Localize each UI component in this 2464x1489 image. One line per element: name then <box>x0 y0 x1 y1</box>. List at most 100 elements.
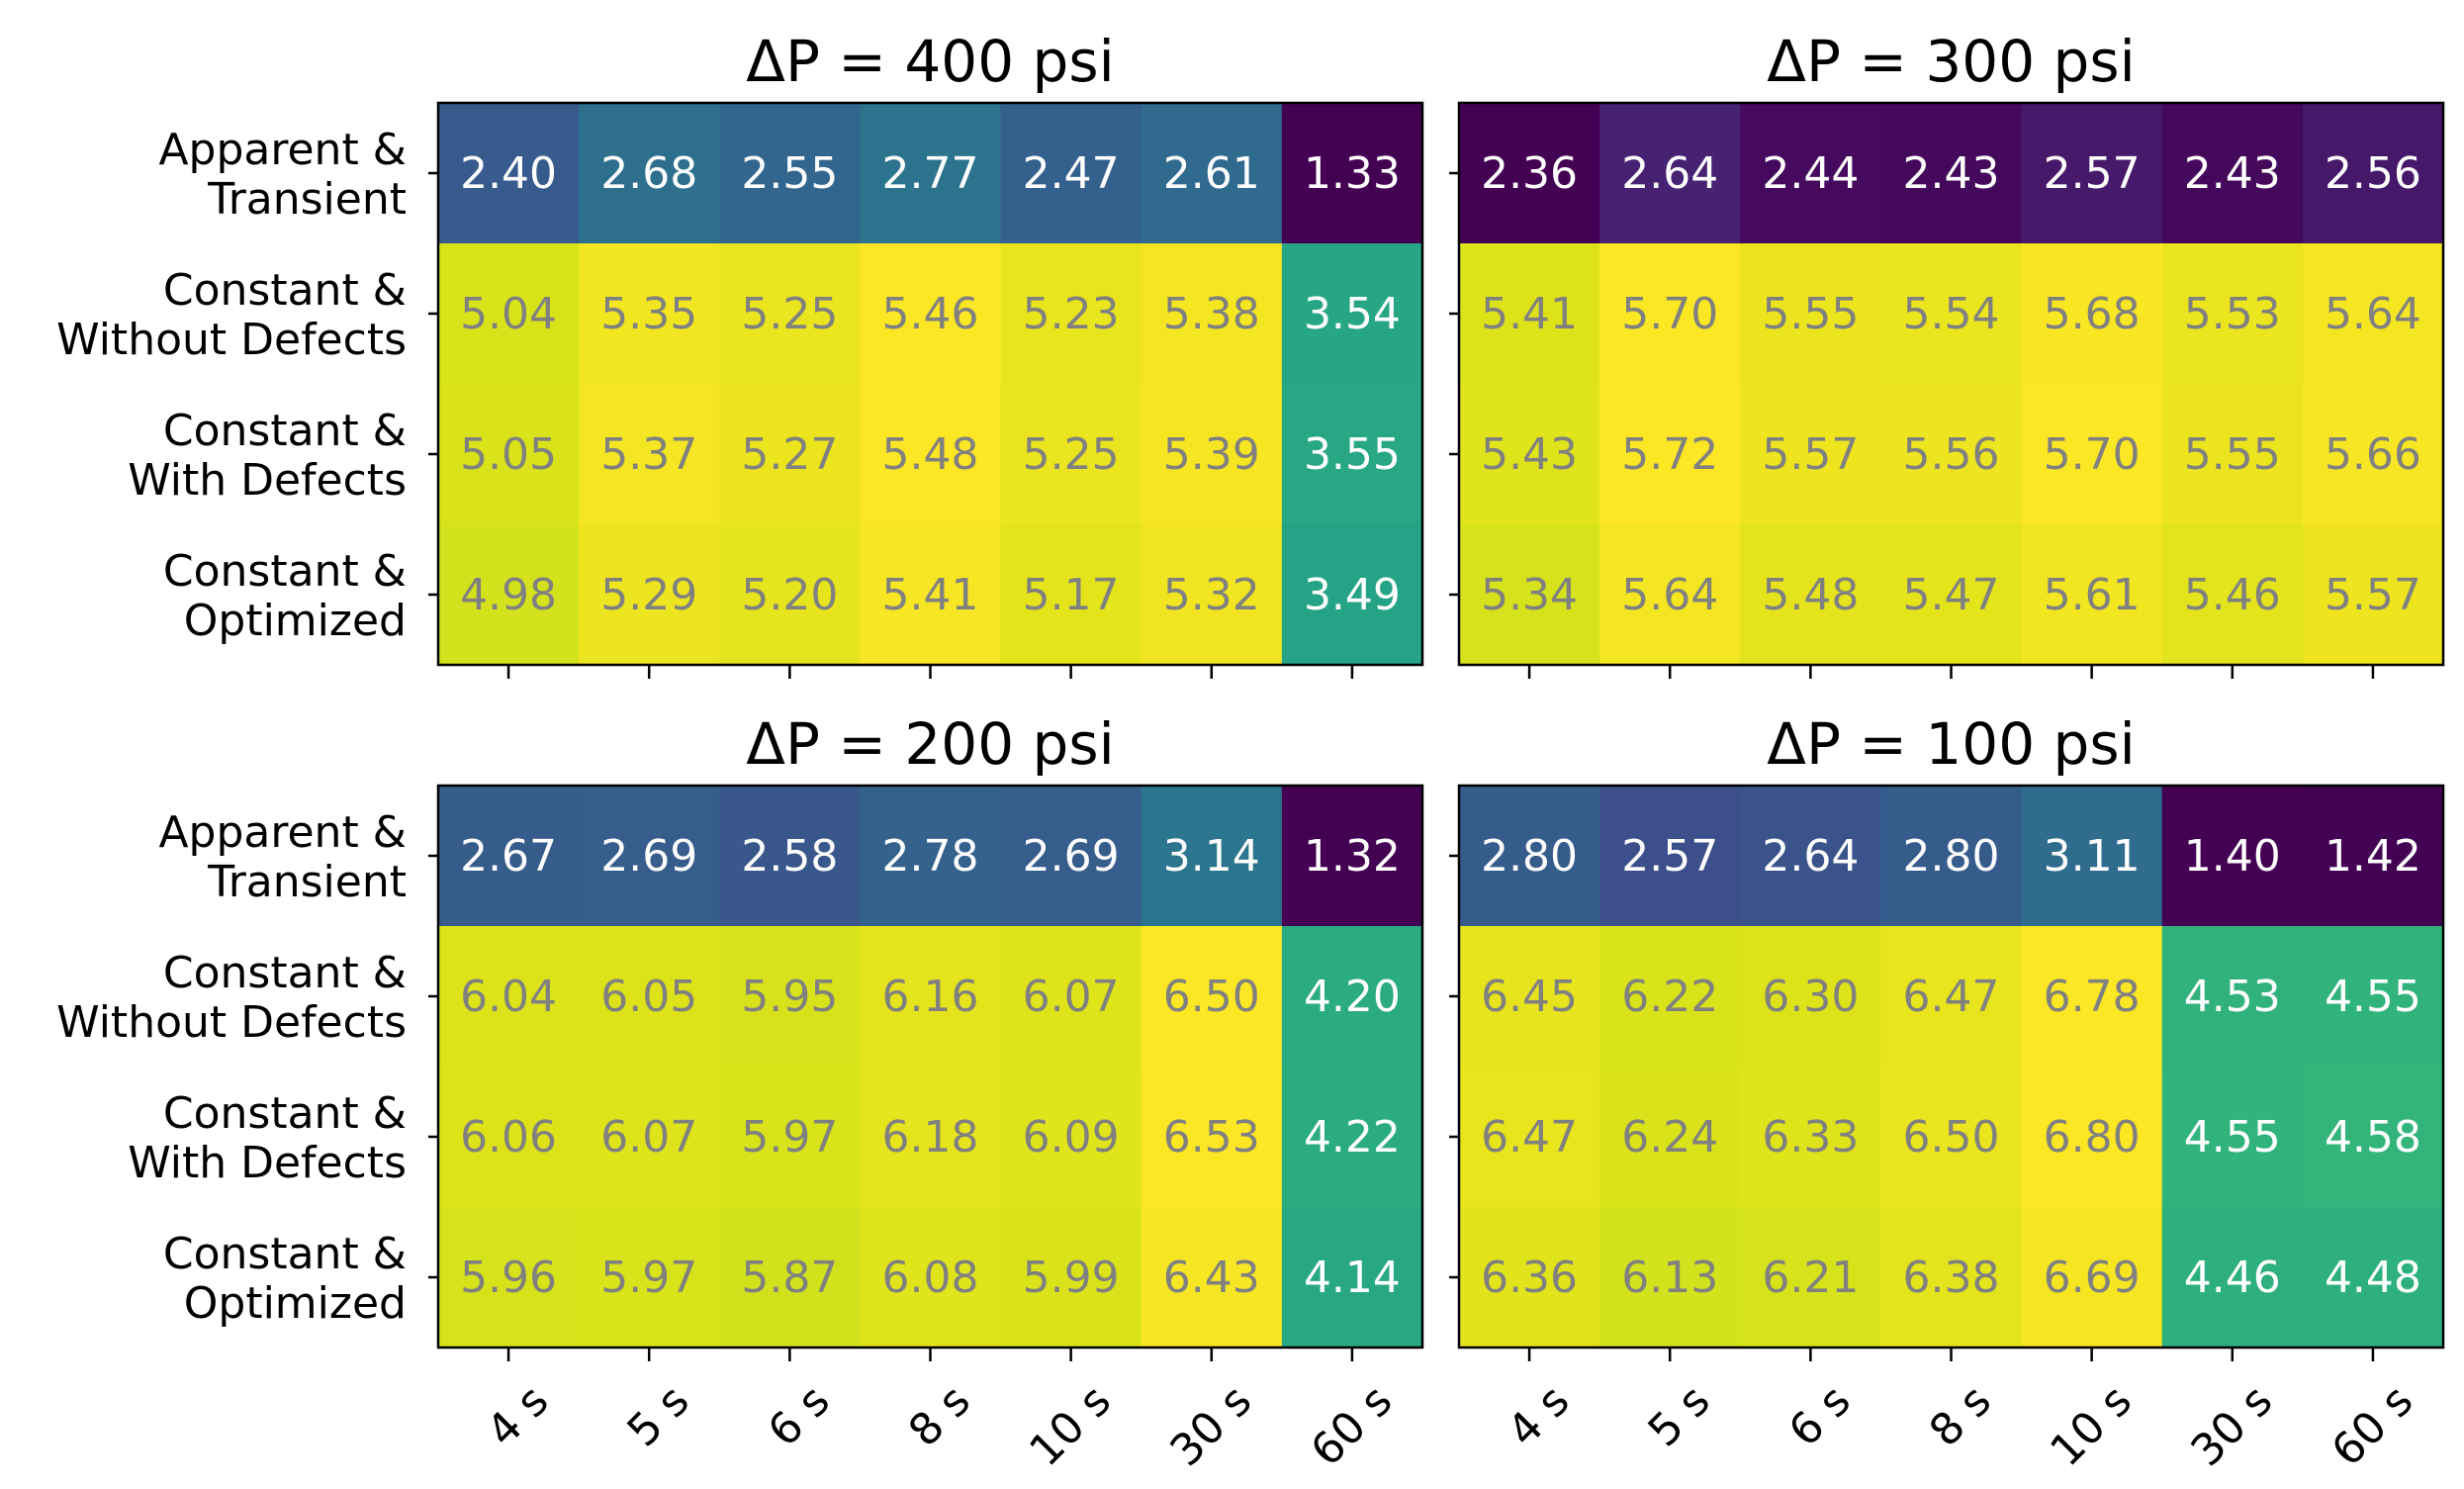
heatmap-cell <box>1281 243 1423 385</box>
heatmap-cell <box>1141 1067 1283 1208</box>
heatmap-cell <box>1740 384 1882 525</box>
cell-value-label: 6.45 <box>1481 972 1578 1022</box>
x-tick-label: 30 s <box>1160 1375 1261 1476</box>
cell-value-label: 5.25 <box>1023 429 1120 480</box>
heatmap-cell <box>2161 384 2304 525</box>
heatmap-cell <box>1880 1207 2023 1349</box>
x-tick-label: 4 s <box>1499 1375 1580 1456</box>
cell-value-label: 6.53 <box>1163 1112 1260 1163</box>
x-tick-label: 4 s <box>478 1375 559 1456</box>
heatmap-cell <box>719 1207 862 1349</box>
heatmap-cell <box>1880 243 2023 385</box>
cell-value-label: 2.43 <box>2184 148 2281 199</box>
cell-value-label: 5.39 <box>1163 429 1260 480</box>
heatmap-cell <box>579 384 720 525</box>
heatmap-cell <box>1000 1067 1142 1208</box>
cell-value-label: 5.68 <box>2044 289 2141 339</box>
y-tick-label: Constant & <box>163 406 407 456</box>
heatmap-cell <box>1459 103 1600 244</box>
cell-value-label: 1.33 <box>1304 148 1401 199</box>
heatmap-cell <box>2021 243 2163 385</box>
cell-value-label: 2.77 <box>882 148 979 199</box>
cell-value-label: 2.69 <box>1023 831 1120 882</box>
heatmap-cell <box>579 103 720 244</box>
heatmap-cell <box>2021 786 2163 927</box>
y-tick-label: Constant & <box>163 1229 407 1279</box>
cell-value-label: 3.49 <box>1304 570 1401 620</box>
heatmap-cell <box>1459 243 1600 385</box>
heatmap-cell <box>2021 384 2163 525</box>
heatmap-cell <box>1740 1207 1882 1349</box>
y-tick-label: Constant & <box>163 265 407 316</box>
heatmap-cell <box>579 524 720 666</box>
cell-value-label: 5.54 <box>1903 289 2000 339</box>
cell-value-label: 5.57 <box>2325 570 2421 620</box>
heatmap-cell <box>1740 243 1882 385</box>
cell-value-label: 6.04 <box>460 972 557 1022</box>
cell-value-label: 4.20 <box>1304 972 1401 1022</box>
cell-value-label: 2.68 <box>600 148 697 199</box>
x-tick-label: 30 s <box>2181 1375 2282 1476</box>
heatmap-cell <box>1141 524 1283 666</box>
cell-value-label: 3.55 <box>1304 429 1401 480</box>
cell-value-label: 2.47 <box>1023 148 1120 199</box>
heatmap-cell <box>860 243 1002 385</box>
heatmap-panel-4: 2.80 2.57 2.64 2.80 3.11 1.40 1.42 6.45 6.22 6.30… <box>1449 710 2445 1476</box>
heatmap-cell <box>1000 926 1142 1068</box>
y-tick-label: Constant & <box>163 1088 407 1139</box>
heatmap-cell <box>438 524 580 666</box>
cell-value-label: 4.98 <box>460 570 557 620</box>
cell-value-label: 5.97 <box>600 1253 697 1303</box>
heatmap-cell <box>1599 384 1741 525</box>
heatmap-cell <box>1740 926 1882 1068</box>
cell-value-label: 5.32 <box>1163 570 1260 620</box>
heatmap-cell <box>2302 103 2444 244</box>
heatmap-panel-3: 2.67 2.69 2.58 2.78 2.69 3.14 1.32 6.04 6.05 5.95… <box>56 710 1424 1476</box>
heatmap-panel-1: 2.40 2.68 2.55 2.77 2.47 2.61 1.33 5.04 5.35 5.25… <box>56 28 1424 679</box>
y-tick-label: With Defects <box>128 1138 407 1188</box>
cell-value-label: 2.80 <box>1481 831 1578 882</box>
heatmap-cell <box>2021 103 2163 244</box>
cell-value-label: 1.32 <box>1304 831 1401 882</box>
heatmap-cell <box>1459 384 1600 525</box>
heatmap-cell <box>1000 103 1142 244</box>
cell-value-label: 2.67 <box>460 831 557 882</box>
cell-value-label: 6.22 <box>1621 972 1718 1022</box>
cell-value-label: 6.47 <box>1481 1112 1578 1163</box>
heatmap-cell <box>719 926 862 1068</box>
cell-value-label: 2.78 <box>882 831 979 882</box>
heatmap-cell <box>579 786 720 927</box>
cell-value-label: 2.64 <box>1762 831 1859 882</box>
cell-value-label: 6.47 <box>1903 972 2000 1022</box>
heatmap-cell <box>719 243 862 385</box>
cell-value-label: 2.61 <box>1163 148 1260 199</box>
cell-value-label: 5.38 <box>1163 289 1260 339</box>
heatmap-cell <box>719 524 862 666</box>
cell-value-label: 6.13 <box>1621 1253 1718 1303</box>
y-tick-label: With Defects <box>128 455 407 506</box>
x-tick-label: 6 s <box>759 1375 840 1456</box>
heatmap-cell <box>2302 1207 2444 1349</box>
y-tick-label: Apparent & <box>158 125 407 175</box>
heatmap-cell <box>1000 1207 1142 1349</box>
heatmap-cell <box>2302 243 2444 385</box>
heatmap-cell <box>1599 1207 1741 1349</box>
heatmap-cell <box>579 243 720 385</box>
heatmap-cell <box>1281 926 1423 1068</box>
cell-value-label: 5.43 <box>1481 429 1578 480</box>
cell-value-label: 5.29 <box>600 570 697 620</box>
cell-value-label: 5.48 <box>882 429 979 480</box>
cell-value-label: 6.78 <box>2044 972 2141 1022</box>
heatmap-cell <box>438 926 580 1068</box>
panel-title: ΔP = 400 psi <box>746 28 1114 95</box>
heatmap-cell <box>719 786 862 927</box>
cell-value-label: 5.41 <box>882 570 979 620</box>
x-tick-label: 60 s <box>2323 1375 2423 1476</box>
cell-value-label: 2.69 <box>600 831 697 882</box>
heatmap-cell <box>2161 786 2304 927</box>
cell-value-label: 5.55 <box>2184 429 2281 480</box>
cell-value-label: 5.70 <box>1621 289 1718 339</box>
y-tick-label: Optimized <box>184 1278 407 1329</box>
panel-title: ΔP = 200 psi <box>746 710 1114 778</box>
cell-value-label: 6.50 <box>1163 972 1260 1022</box>
